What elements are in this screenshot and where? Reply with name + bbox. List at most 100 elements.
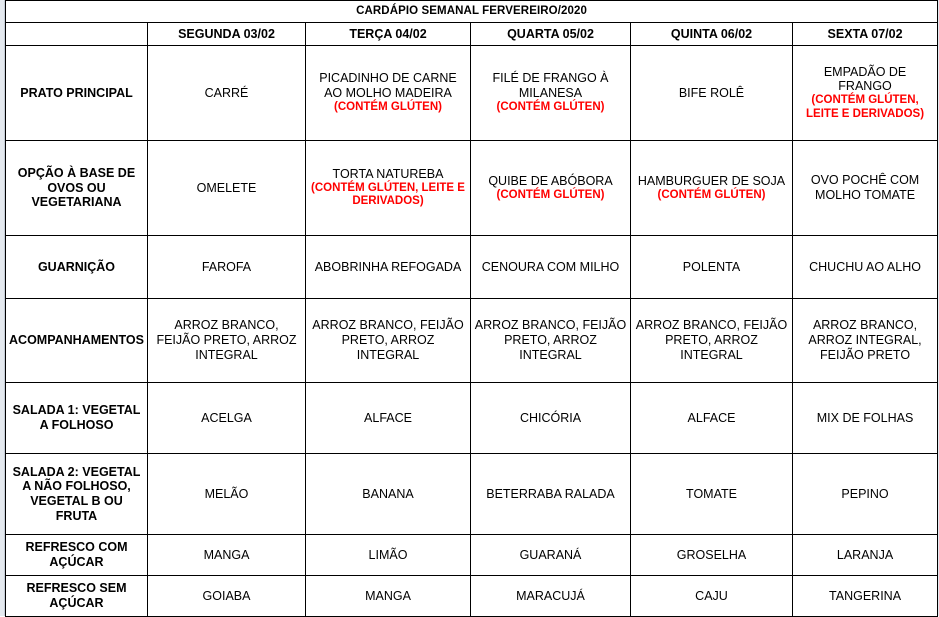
row-label-acompanhamentos: ACOMPANHAMENTOS — [5, 298, 148, 383]
dish-name: POLENTA — [682, 259, 741, 274]
menu-cell: CARRÉ — [147, 45, 306, 141]
dish-name: ACELGA — [201, 410, 252, 425]
allergen-note: (CONTÉM GLÚTEN, LEITE E DERIVADOS) — [806, 94, 925, 120]
menu-cell: ACELGA — [147, 382, 306, 454]
menu-title: CARDÁPIO SEMANAL FERVEREIRO/2020 — [4, 0, 939, 23]
column-header-sexta: SEXTA 07/02 — [791, 22, 939, 46]
menu-cell: ARROZ BRANCO, FEIJÃO PRETO, ARROZ INTEGR… — [630, 298, 793, 383]
row-label-refresco-sem-acucar: REFRESCO SEM AÇÚCAR — [5, 575, 148, 617]
menu-cell: FILÉ DE FRANGO À MILANESA (CONTÉM GLÚTEN… — [470, 45, 631, 141]
dish-name: QUIBE DE ABÓBORA — [488, 173, 613, 188]
dish-name: FILÉ DE FRANGO À MILANESA — [492, 71, 609, 101]
dish-name: PICADINHO DE CARNE AO MOLHO MADEIRA — [319, 71, 457, 101]
dish-name: MANGA — [365, 588, 411, 603]
row-label-opcao-vegetariana: OPÇÃO À BASE DE OVOS OU VEGETARIANA — [5, 140, 148, 236]
dish-name: MELÃO — [204, 486, 249, 501]
menu-cell: MANGA — [147, 534, 306, 576]
dish-name: BIFE ROLÊ — [678, 85, 745, 100]
dish-name: OVO POCHÊ COM MOLHO TOMATE — [810, 173, 920, 202]
menu-cell: ALFACE — [630, 382, 793, 454]
table-row: SALADA 1: VEGETAL A FOLHOSO ACELGA ALFAC… — [5, 382, 939, 454]
weekly-menu-table: CARDÁPIO SEMANAL FERVEREIRO/2020 SEGUNDA… — [4, 0, 939, 617]
dish-name: CENOURA COM MILHO — [481, 259, 620, 274]
menu-cell: CAJU — [630, 575, 793, 617]
menu-cell: BIFE ROLÊ — [630, 45, 793, 141]
dish-name: TOMATE — [686, 486, 737, 501]
allergen-note: (CONTÉM GLÚTEN) — [657, 188, 766, 201]
table-row: REFRESCO SEM AÇÚCAR GOIABA MANGA MARACUJ… — [5, 575, 939, 617]
dish-name: GOIABA — [202, 588, 251, 603]
dish-name: ARROZ BRANCO, FEIJÃO PRETO, ARROZ INTEGR… — [312, 318, 464, 362]
dish-name: ALFACE — [687, 410, 736, 425]
dish-name: FAROFA — [201, 259, 252, 274]
column-header-quinta: QUINTA 06/02 — [630, 22, 793, 46]
dish-name: CHUCHU AO ALHO — [809, 259, 921, 274]
header-corner-cell — [5, 22, 148, 46]
table-row: SALADA 2: VEGETAL A NÃO FOLHOSO, VEGETAL… — [5, 453, 939, 535]
menu-cell: TOMATE — [630, 453, 793, 535]
allergen-note: (CONTÉM GLÚTEN) — [334, 100, 442, 113]
menu-cell: EMPADÃO DE FRANGO (CONTÉM GLÚTEN, LEITE … — [791, 45, 939, 141]
table-row: REFRESCO COM AÇÚCAR MANGA LIMÃO GUARANÁ … — [5, 534, 939, 576]
allergen-note: (CONTÉM GLÚTEN) — [496, 188, 605, 201]
dish-name: LIMÃO — [368, 547, 408, 562]
dish-name: ARROZ BRANCO, FEIJÃO PRETO, ARROZ INTEGR… — [635, 318, 788, 362]
menu-cell: ARROZ BRANCO, FEIJÃO PRETO, ARROZ INTEGR… — [147, 298, 306, 383]
menu-cell: BANANA — [305, 453, 471, 535]
table-title-row: CARDÁPIO SEMANAL FERVEREIRO/2020 — [4, 0, 939, 23]
dish-name: LARANJA — [836, 547, 894, 562]
dish-name: ARROZ BRANCO, FEIJÃO PRETO, ARROZ INTEGR… — [156, 318, 297, 362]
menu-cell: GUARANÁ — [470, 534, 631, 576]
menu-cell: CHUCHU AO ALHO — [791, 235, 939, 299]
table-row: ACOMPANHAMENTOS ARROZ BRANCO, FEIJÃO PRE… — [5, 298, 939, 383]
sheet-left-gutter — [0, 0, 5, 616]
dish-name: CARRÉ — [204, 85, 249, 100]
menu-cell: PICADINHO DE CARNE AO MOLHO MADEIRA (CON… — [305, 45, 471, 141]
dish-name: GROSELHA — [676, 547, 747, 562]
dish-name: HAMBURGUER DE SOJA — [637, 173, 786, 188]
menu-cell: CENOURA COM MILHO — [470, 235, 631, 299]
dish-name: PEPINO — [841, 486, 889, 501]
menu-cell: LARANJA — [791, 534, 939, 576]
dish-name: TORTA NATUREBA — [332, 167, 444, 182]
row-label-prato-principal: PRATO PRINCIPAL — [5, 45, 148, 141]
dish-name: ARROZ BRANCO, FEIJÃO PRETO, ARROZ INTEGR… — [474, 318, 627, 362]
dish-name: CHICÓRIA — [519, 410, 582, 425]
menu-cell: TORTA NATUREBA (CONTÉM GLÚTEN, LEITE E D… — [305, 140, 471, 236]
dish-name: CAJU — [695, 588, 728, 603]
menu-cell: LIMÃO — [305, 534, 471, 576]
allergen-note: (CONTÉM GLÚTEN, LEITE E DERIVADOS) — [311, 181, 465, 208]
column-header-segunda: SEGUNDA 03/02 — [147, 22, 306, 46]
menu-cell: TANGERINA — [791, 575, 939, 617]
menu-cell: MIX DE FOLHAS — [791, 382, 939, 454]
dish-name: BETERRABA RALADA — [486, 486, 615, 501]
row-label-salada-2: SALADA 2: VEGETAL A NÃO FOLHOSO, VEGETAL… — [5, 453, 148, 535]
table-row: PRATO PRINCIPAL CARRÉ PICADINHO DE CARNE… — [5, 45, 939, 141]
dish-name: TANGERINA — [829, 588, 902, 603]
dish-name: ABOBRINHA REFOGADA — [314, 259, 462, 274]
row-label-salada-1: SALADA 1: VEGETAL A FOLHOSO — [5, 382, 148, 454]
column-header-terca: TERÇA 04/02 — [305, 22, 471, 46]
dish-name: OMELETE — [196, 180, 257, 195]
menu-cell: MANGA — [305, 575, 471, 617]
menu-cell: FAROFA — [147, 235, 306, 299]
allergen-note: (CONTÉM GLÚTEN) — [496, 100, 605, 113]
menu-cell: OVO POCHÊ COM MOLHO TOMATE — [791, 140, 939, 236]
menu-cell: ALFACE — [305, 382, 471, 454]
dish-name: ARROZ BRANCO, ARROZ INTEGRAL, FEIJÃO PRE… — [808, 318, 922, 362]
menu-cell: MARACUJÁ — [470, 575, 631, 617]
menu-cell: QUIBE DE ABÓBORA (CONTÉM GLÚTEN) — [470, 140, 631, 236]
dish-name: EMPADÃO DE FRANGO — [823, 64, 907, 94]
dish-name: MANGA — [203, 547, 250, 562]
menu-cell: ABOBRINHA REFOGADA — [305, 235, 471, 299]
menu-cell: GOIABA — [147, 575, 306, 617]
menu-cell: MELÃO — [147, 453, 306, 535]
menu-cell: ARROZ BRANCO, FEIJÃO PRETO, ARROZ INTEGR… — [305, 298, 471, 383]
dish-name: GUARANÁ — [519, 547, 582, 562]
menu-cell: HAMBURGUER DE SOJA (CONTÉM GLÚTEN) — [630, 140, 793, 236]
menu-cell: OMELETE — [147, 140, 306, 236]
menu-cell: ARROZ BRANCO, ARROZ INTEGRAL, FEIJÃO PRE… — [791, 298, 939, 383]
row-label-guarnicao: GUARNIÇÃO — [5, 235, 148, 299]
table-header-row: SEGUNDA 03/02 TERÇA 04/02 QUARTA 05/02 Q… — [5, 22, 939, 46]
